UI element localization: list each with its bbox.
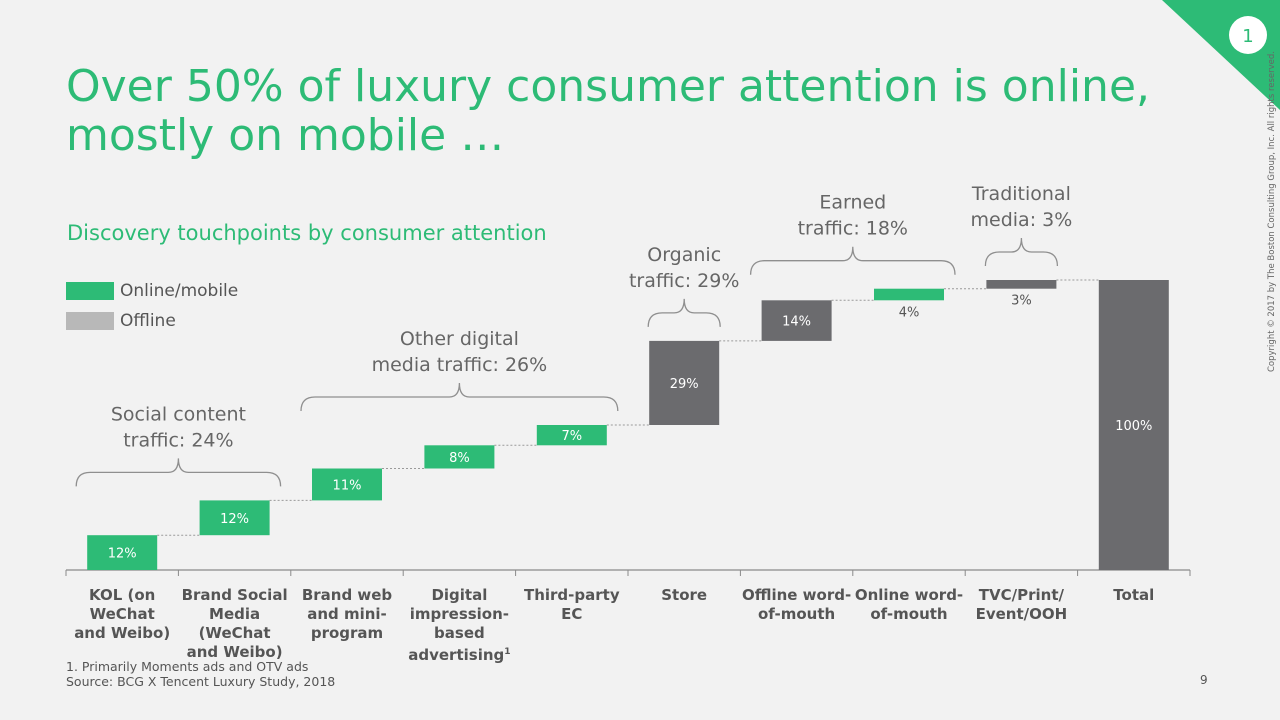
group-label-5: media: 3%: [971, 209, 1073, 231]
category-label-3: Brand web and mini-program: [301, 586, 393, 642]
group-label-4: Earned: [819, 192, 886, 214]
footnote-text: 1. Primarily Moments ads and OTV ads: [66, 659, 309, 674]
category-label-8: Online word-of-mouth: [854, 586, 964, 623]
legend-item-online: Online/mobile: [66, 276, 238, 306]
group-label-4: traffic: 18%: [798, 218, 908, 240]
group-label-2: media traffic: 26%: [372, 354, 548, 376]
badge-circle: [1229, 16, 1267, 54]
category-label-7: Offline word-of-mouth: [741, 586, 852, 623]
group-label-2: Other digital: [400, 328, 519, 350]
data-label-5: 7%: [561, 429, 582, 444]
corner-badge: 1: [1162, 0, 1280, 110]
bar-1: [87, 535, 158, 570]
bar-9: [986, 280, 1057, 289]
bar-5: [536, 425, 607, 446]
category-label-4: Digital impression-based advertising1: [408, 586, 511, 664]
copyright-text: Copyright © 2017 by The Boston Consultin…: [1267, 50, 1277, 372]
legend-swatch-online: [66, 282, 114, 300]
legend-label-online: Online/mobile: [120, 281, 239, 301]
data-label-2: 12%: [220, 512, 249, 527]
data-label-4: 8%: [449, 451, 470, 466]
category-label-9: TVC/Print/Event/OOH: [975, 586, 1068, 623]
group-label-1: Social content: [111, 403, 246, 425]
legend-item-offline: Offline: [66, 306, 238, 336]
source-text: Source: BCG X Tencent Luxury Study, 2018: [66, 674, 336, 689]
bar-2: [199, 500, 270, 536]
legend-label-offline: Offline: [120, 311, 176, 331]
category-label-6: Store: [661, 586, 708, 604]
group-label-3: Organic: [647, 244, 721, 266]
bar-10: [1098, 280, 1169, 570]
bar-3: [312, 468, 382, 501]
group-brace-1: [75, 458, 282, 487]
category-label-10: Total: [1113, 586, 1155, 604]
page-number: 9: [1200, 673, 1208, 687]
group-label-3: traffic: 29%: [629, 270, 739, 292]
category-label-1: KOL (on WeChat and Weibo): [74, 586, 171, 642]
data-label-9: 3%: [1011, 294, 1032, 309]
data-label-3: 11%: [333, 478, 362, 493]
bar-8: [874, 288, 944, 301]
footnote-marker: 1: [504, 647, 511, 657]
chart-legend: Online/mobile Offline: [66, 276, 238, 336]
footnotes: 1. Primarily Moments ads and OTV ads Sou…: [66, 659, 335, 689]
group-brace-4: [749, 246, 956, 275]
bar-4: [424, 445, 495, 469]
group-label-5: Traditional: [971, 183, 1071, 205]
data-label-1: 12%: [108, 547, 137, 562]
data-label-10: 100%: [1115, 419, 1152, 434]
bar-6: [649, 340, 720, 425]
group-label-1: traffic: 24%: [123, 429, 233, 451]
slide-title: Over 50% of luxury consumer attention is…: [66, 61, 1150, 161]
data-label-6: 29%: [670, 377, 699, 392]
legend-swatch-offline: [66, 312, 114, 330]
group-brace-5: [984, 237, 1059, 267]
data-label-7: 14%: [782, 315, 811, 330]
chart-title: Discovery touchpoints by consumer attent…: [67, 221, 547, 245]
data-label-8: 4%: [899, 305, 920, 320]
category-label-5: Third-party EC: [523, 586, 620, 623]
group-brace-2: [300, 382, 619, 412]
bar-7: [761, 300, 832, 341]
category-label-2: Brand Social Media (WeChat and Weibo): [181, 586, 288, 661]
badge-number: 1: [1242, 26, 1253, 47]
group-brace-3: [647, 298, 721, 327]
